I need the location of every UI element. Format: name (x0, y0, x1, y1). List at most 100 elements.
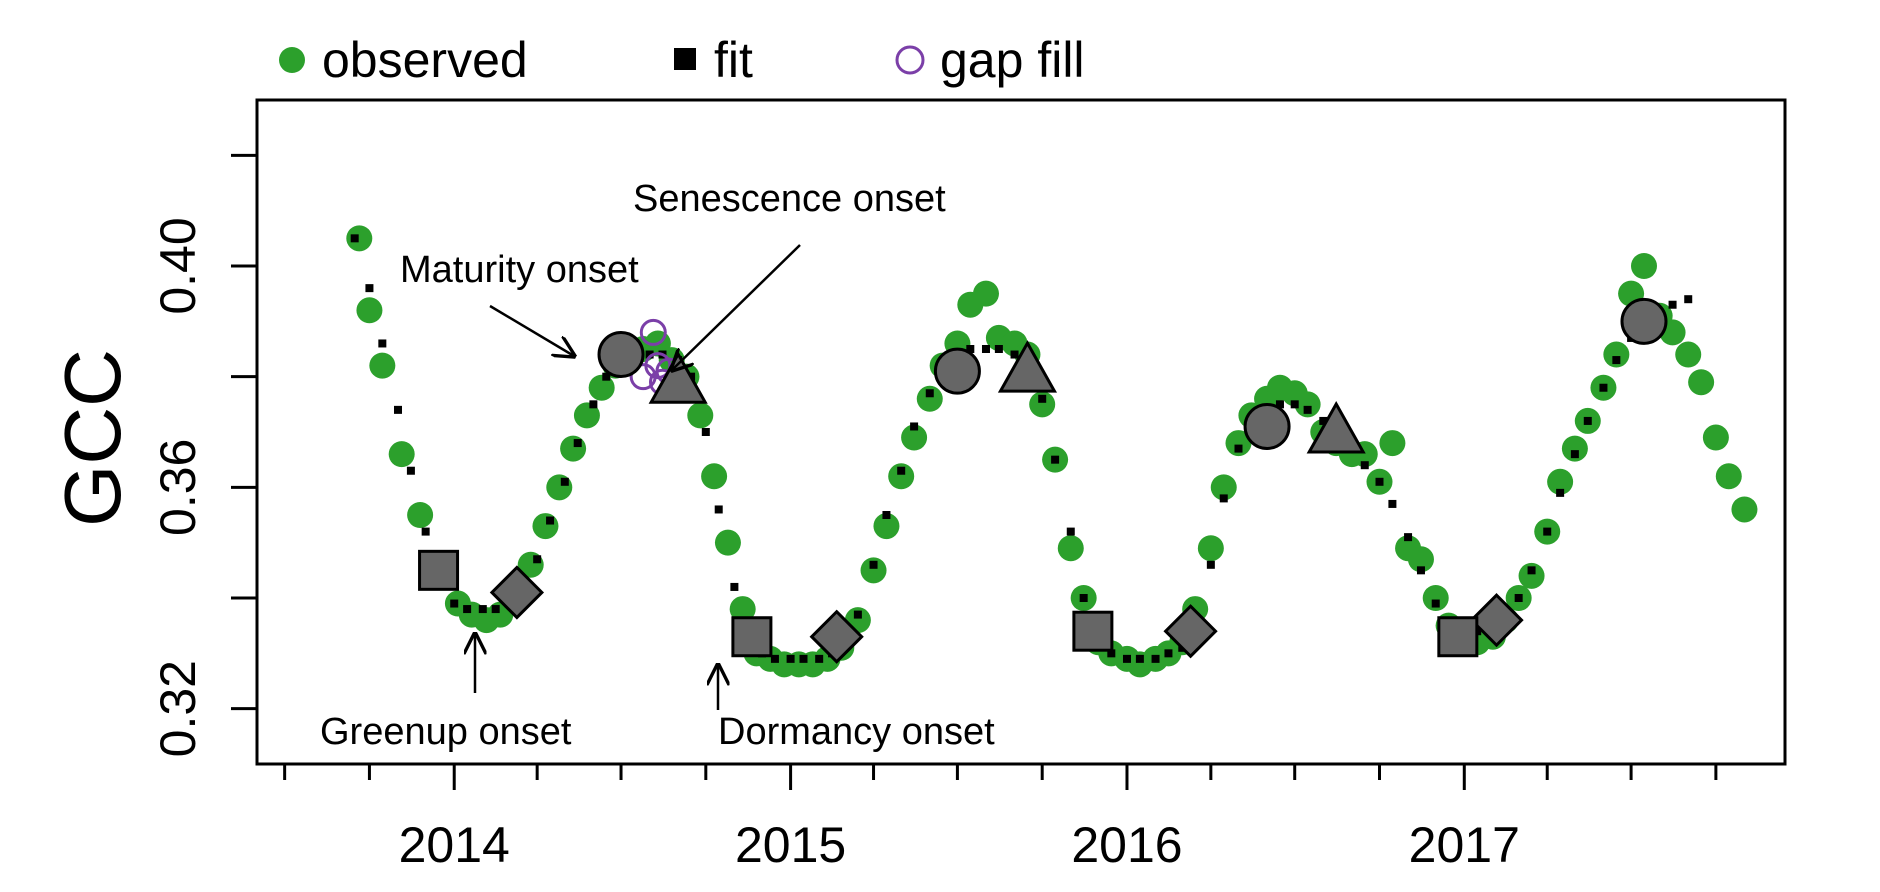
gap-fill-point (639, 318, 667, 346)
fit-point (1164, 649, 1173, 658)
observed-point (729, 596, 756, 623)
observed-point (1210, 474, 1237, 501)
fit-point (645, 350, 654, 359)
annotation-senescence-onset: Senescence onset (633, 178, 946, 220)
fit-point (869, 560, 878, 569)
fit-point (365, 284, 374, 293)
fit-point (1388, 499, 1397, 508)
y-tick-label: 0.32 (150, 660, 206, 757)
observed-point (560, 435, 587, 462)
fit-point (994, 345, 1003, 353)
observed-point (888, 463, 915, 490)
observed-point (1225, 430, 1252, 457)
plot-frame (255, 98, 1787, 766)
legend-fit-swatch (674, 48, 696, 70)
greenup-onset-marker (489, 565, 545, 620)
fit-point (1543, 527, 1552, 536)
observed-point (714, 529, 741, 556)
x-tick-label: 2014 (399, 817, 510, 873)
fit-point (546, 516, 555, 525)
fit-point (1219, 494, 1228, 503)
fit-point (1107, 649, 1116, 658)
fit-point (925, 389, 934, 398)
fit-point (394, 405, 403, 414)
x-tick-label: 2015 (735, 817, 846, 873)
fit-point (1275, 400, 1284, 409)
senescence-onset-marker (648, 351, 708, 404)
legend: observed fit gap fill (279, 32, 1085, 88)
observed-point (1197, 535, 1224, 562)
observed-point (1294, 391, 1321, 418)
observed-point (972, 280, 999, 307)
fit-point (1583, 416, 1592, 425)
fit-point (421, 527, 430, 536)
fit-point (853, 610, 862, 619)
x-tick-label: 2016 (1071, 817, 1182, 873)
axis-ticks (231, 153, 1718, 790)
maturity-onset-marker (597, 331, 645, 379)
observed-point (1715, 463, 1742, 490)
observed-point (1688, 369, 1715, 396)
fit-point (1612, 356, 1621, 365)
fit-point (1290, 400, 1299, 409)
fit-point (981, 345, 990, 353)
fit-point (1431, 599, 1440, 608)
fit-point (1514, 594, 1523, 602)
fit-point (786, 654, 795, 663)
fit-point (450, 599, 459, 608)
fit-point (897, 466, 906, 475)
observed-point (573, 402, 600, 429)
observed-point (346, 225, 373, 252)
observed-point (901, 424, 928, 451)
fit-point (770, 654, 779, 663)
fit-point (1151, 654, 1160, 663)
greenup-onset-marker (809, 609, 864, 664)
fit-point (799, 654, 808, 663)
observed-point (1603, 341, 1630, 368)
observed-point (1702, 424, 1729, 451)
observed-point (1675, 341, 1702, 368)
legend-observed-swatch (279, 47, 305, 73)
observed-point (588, 374, 615, 401)
observed-point (1731, 496, 1758, 523)
observed-point (1422, 585, 1449, 611)
fit-point (1079, 594, 1088, 602)
dormancy-onset-marker (731, 616, 773, 658)
observed-point (532, 513, 559, 540)
senescence-onset-marker (1306, 400, 1366, 454)
annotations: Senescence onset Maturity onset Greenup … (320, 178, 995, 753)
fit-point (1206, 560, 1215, 569)
observed-point (1379, 430, 1406, 457)
fit-point (1375, 477, 1384, 486)
dormancy-onset-marker (1072, 610, 1114, 652)
y-tick-label: 0.36 (150, 439, 206, 536)
fit-point (1066, 527, 1075, 536)
fit-series (350, 234, 1693, 663)
observed-point (1630, 253, 1657, 279)
legend-observed-label: observed (322, 32, 528, 88)
fit-point (350, 234, 359, 243)
senescence-onset-marker (997, 340, 1058, 393)
fit-point (714, 505, 723, 514)
fit-point (1051, 455, 1060, 464)
fit-point (378, 339, 387, 348)
fit-point (1684, 295, 1693, 304)
fit-point (1360, 461, 1369, 470)
y-axis-label: GCC (48, 349, 137, 527)
fit-point (478, 605, 487, 614)
fit-point (406, 466, 415, 475)
fit-point (1303, 405, 1312, 414)
fit-point (1556, 488, 1565, 497)
observed-point (388, 441, 415, 468)
dormancy-onset-marker (1437, 616, 1479, 658)
observed-point (1407, 546, 1434, 573)
fit-point (730, 582, 739, 591)
fit-point (589, 400, 598, 409)
maturity-onset-marker (1243, 402, 1291, 450)
x-tick-label: 2017 (1409, 817, 1520, 873)
fit-point (1668, 300, 1677, 309)
observed-point (1561, 435, 1588, 462)
greenup-onset-marker (1163, 604, 1218, 659)
maturity-onset-marker (933, 347, 981, 395)
fit-point (602, 372, 611, 381)
